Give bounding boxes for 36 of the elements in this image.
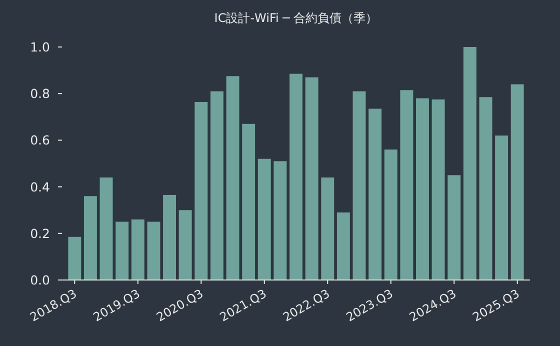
bar (147, 222, 160, 280)
y-tick-label: 0.2 (30, 226, 50, 241)
bar (463, 47, 476, 280)
bar (384, 150, 398, 280)
bar (432, 99, 445, 280)
bar (336, 212, 350, 280)
y-tick-label: 0.6 (30, 132, 50, 148)
bar (131, 219, 144, 280)
bar (226, 76, 240, 280)
y-tick-label: 1.0 (30, 40, 50, 54)
bar (100, 177, 113, 280)
chart-title: IC設計-WiFi ─ 合約負債（季） (214, 11, 378, 25)
bar (510, 84, 524, 280)
y-tick-label: 0.0 (30, 272, 50, 288)
bar (479, 97, 492, 280)
bar (274, 161, 287, 280)
bar (448, 175, 461, 280)
bar (305, 77, 318, 280)
bar (84, 196, 97, 280)
bar (416, 98, 429, 280)
bar (400, 90, 414, 280)
bar (242, 124, 256, 280)
bar (163, 194, 176, 280)
bar (258, 158, 271, 280)
bar (210, 91, 224, 280)
bar (495, 136, 508, 280)
bar (321, 177, 334, 280)
bar (194, 102, 208, 280)
bar (178, 210, 192, 280)
bar (116, 222, 129, 280)
bar (68, 236, 82, 280)
bar (352, 91, 366, 280)
y-tick-label: 0.4 (30, 179, 50, 194)
bar (290, 74, 302, 280)
y-tick-label: 0.8 (30, 86, 50, 102)
bar (368, 108, 382, 280)
